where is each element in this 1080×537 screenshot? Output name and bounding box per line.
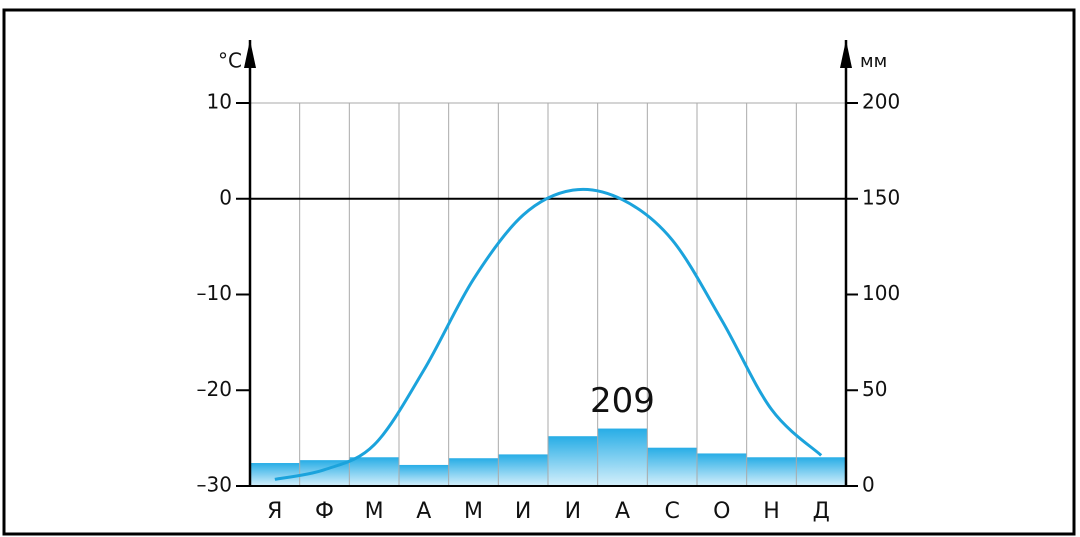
precipitation-bar: [746, 457, 797, 486]
precipitation-bar: [448, 458, 499, 486]
y2-tick-label: 150: [862, 185, 900, 209]
precipitation-bar: [796, 457, 846, 486]
x-tick-label: А: [615, 499, 630, 524]
x-tick-label: О: [713, 499, 730, 524]
x-tick-label: Я: [267, 499, 282, 524]
y-tick-label: –30: [197, 473, 232, 497]
y2-tick-label: 100: [862, 281, 900, 305]
x-tick-label: Ф: [315, 499, 334, 524]
precipitation-bar: [597, 428, 648, 486]
y2-tick-label: 200: [862, 90, 900, 114]
annotation: 209: [590, 381, 655, 421]
x-tick-label: М: [365, 499, 384, 524]
y-tick-label: –10: [197, 281, 232, 305]
precipitation-bar: [250, 463, 300, 486]
y-tick-label: 0: [219, 185, 232, 209]
y2-axis-label: мм: [860, 51, 887, 72]
precipitation-bar: [647, 447, 697, 486]
y2-tick-label: 50: [862, 377, 887, 401]
x-tick-label: М: [464, 499, 483, 524]
precipitation-bar: [349, 457, 399, 486]
y2-axis-arrow: [840, 40, 852, 68]
temperature-line: [274, 187, 823, 481]
y2-tick-label: 0: [862, 473, 875, 497]
precipitation-bar: [548, 436, 598, 486]
precipitation-bar: [498, 454, 548, 486]
x-tick-label: Д: [813, 499, 830, 524]
x-tick-label: С: [664, 499, 679, 524]
y-axis-label: °C: [218, 49, 242, 73]
precipitation-bar: [399, 464, 449, 486]
precipitation-bar: [697, 453, 747, 486]
y-axis-arrow: [244, 40, 256, 68]
y-tick-label: –20: [197, 377, 232, 401]
frame: [2, 8, 1076, 536]
y-tick-label: 10: [207, 90, 232, 114]
x-tick-label: И: [565, 499, 581, 524]
x-tick-label: А: [416, 499, 431, 524]
x-tick-label: И: [515, 499, 531, 524]
x-tick-label: Н: [763, 499, 780, 524]
